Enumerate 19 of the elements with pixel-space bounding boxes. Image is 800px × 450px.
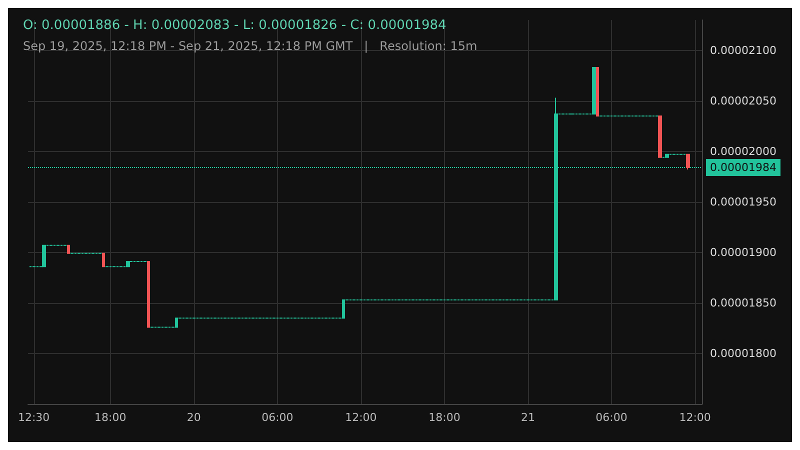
x-tick-label: 21 [520,411,535,424]
x-tick-label: 06:00 [596,411,628,424]
x-tick-label: 12:30 [18,411,50,424]
ref-line-label: 0.00001984 [710,161,776,174]
x-tick-label: 06:00 [262,411,294,424]
y-tick-label: 0.00002000 [710,144,776,158]
y-tick-label: 0.00001800 [710,346,776,360]
y-tick-label: 0.00002050 [710,94,776,108]
chart-title: O: 0.00001886 - H: 0.00002083 - L: 0.00001826 - C: 0.00001984 [23,18,446,33]
y-tick-label: 0.00001950 [710,195,776,208]
x-tick-label: 12:00 [345,411,377,424]
x-tick-label: 18:00 [428,411,460,424]
y-tick-label: 0.00002100 [710,44,776,57]
y-tick-label: 0.00001850 [710,296,776,310]
y-tick-label: 0.00001900 [710,246,776,259]
x-tick-label: 12:00 [679,411,711,424]
x-tick-label: 18:00 [94,411,126,424]
x-tick-label: 20 [186,411,201,424]
text: Sep 19, 2025, 12:18 PM - Sep 21, 2025, 12:18 PM GMT | Resolution: 15m [23,39,478,53]
